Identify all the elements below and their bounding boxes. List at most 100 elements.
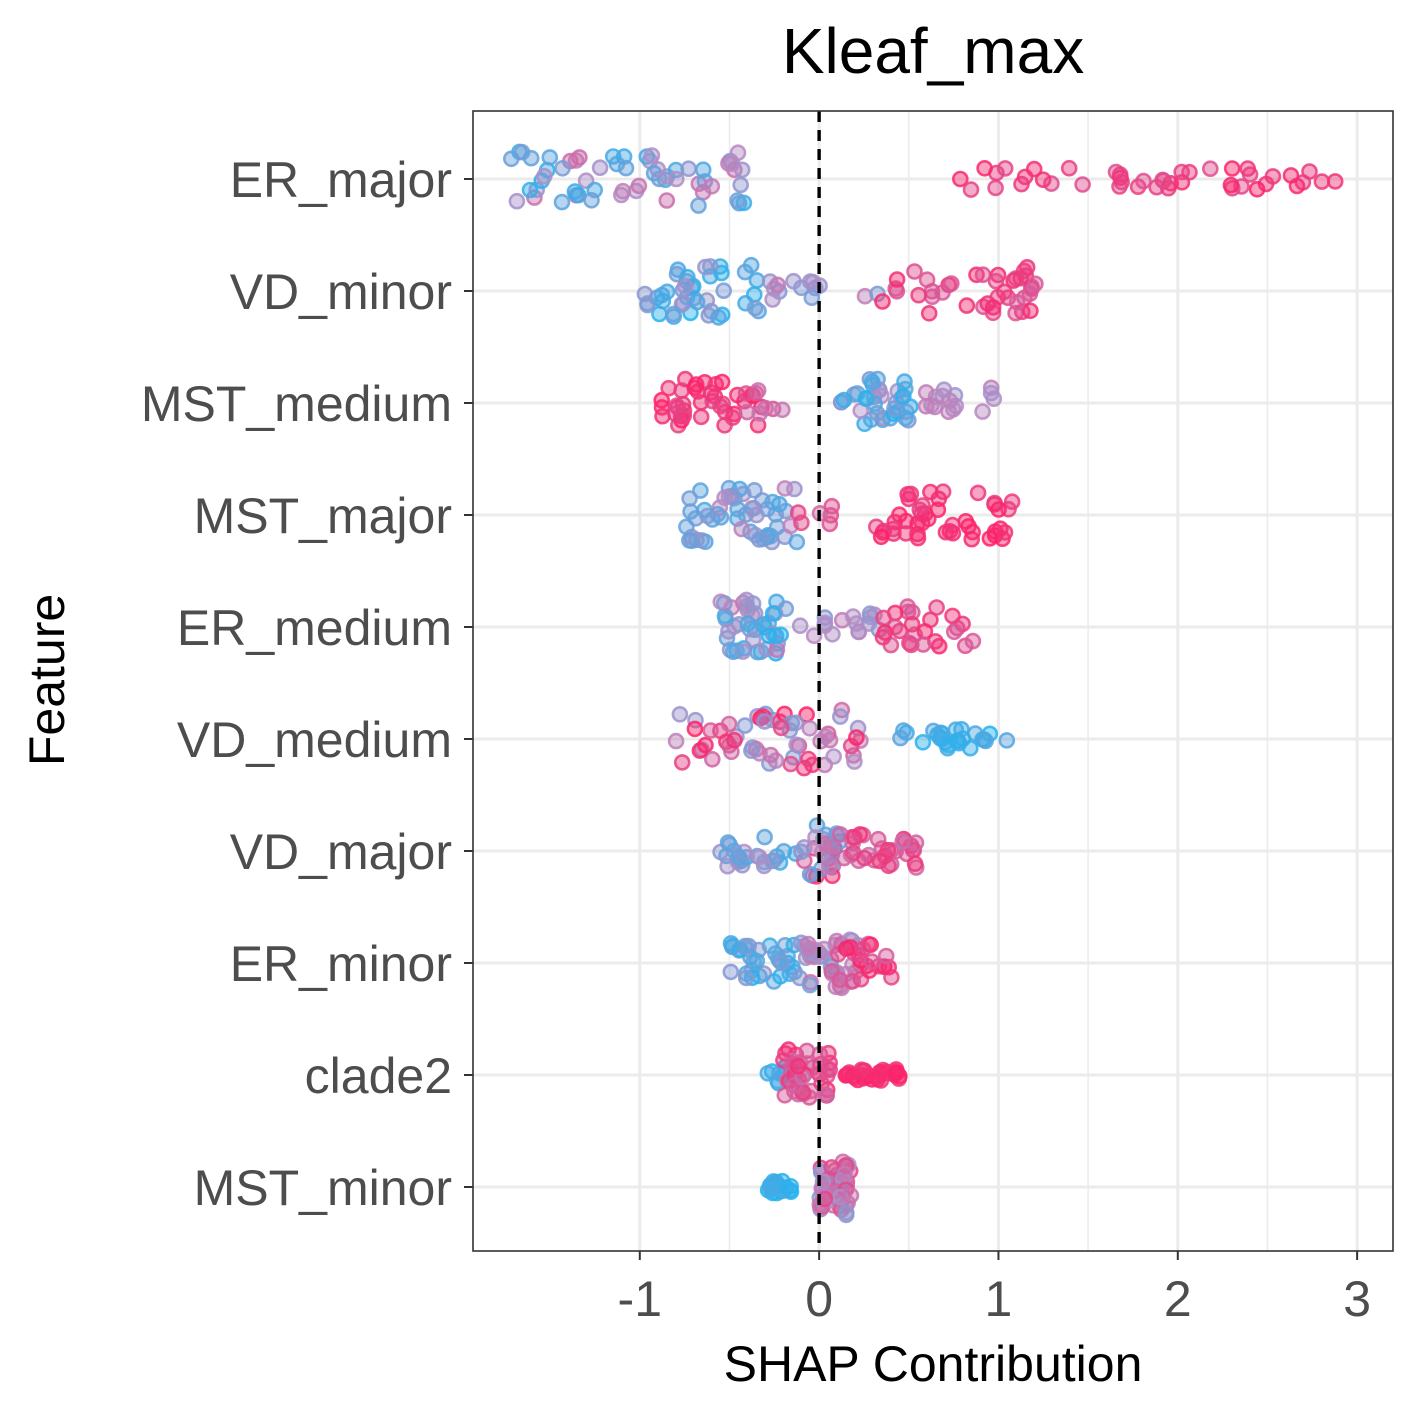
data-point [703, 178, 721, 195]
data-point [951, 170, 969, 188]
data-point [667, 170, 685, 188]
data-point [863, 373, 881, 391]
data-point [906, 855, 924, 873]
data-point [716, 489, 733, 507]
data-point [846, 753, 863, 770]
y-tick-label-feature: ER_major [230, 152, 452, 208]
data-point [823, 1159, 841, 1176]
data-point [636, 285, 654, 303]
data-point [831, 971, 849, 989]
data-point [838, 940, 855, 957]
data-point [1154, 171, 1171, 189]
data-point [762, 746, 780, 764]
data-point [798, 1042, 816, 1060]
data-point [848, 729, 865, 746]
data-point [996, 524, 1014, 541]
data-point [760, 627, 778, 645]
data-point [688, 293, 706, 311]
data-point [710, 309, 727, 326]
data-point [748, 506, 765, 524]
data-point [977, 732, 994, 750]
data-point [521, 181, 539, 199]
data-point [996, 160, 1014, 177]
data-point [987, 272, 1005, 290]
data-point [918, 271, 936, 289]
data-point [907, 834, 925, 852]
y-tick-label-feature: clade2 [305, 1048, 452, 1104]
data-point [880, 857, 897, 875]
data-point [937, 523, 955, 541]
data-point [746, 481, 763, 499]
data-point [667, 732, 685, 750]
data-point [984, 299, 1002, 316]
data-point [566, 183, 584, 200]
data-point [680, 160, 697, 177]
data-point [690, 197, 707, 214]
data-point [782, 755, 800, 773]
data-point [712, 397, 729, 415]
x-axis-title: SHAP Contribution [724, 1336, 1143, 1392]
data-point [653, 391, 671, 409]
data-point [874, 628, 892, 646]
data-point [863, 953, 881, 970]
data-point [958, 297, 976, 314]
data-point [1223, 160, 1241, 177]
data-point [723, 938, 741, 956]
data-point [665, 305, 682, 323]
data-point [541, 149, 559, 166]
data-point [1111, 166, 1129, 183]
data-point [660, 379, 678, 397]
data-point [692, 482, 709, 499]
data-point [916, 623, 934, 640]
y-axis-title: Feature [19, 594, 75, 766]
data-point [835, 391, 853, 409]
data-point [1025, 160, 1043, 178]
data-point [969, 484, 987, 502]
data-point [751, 405, 769, 422]
data-point [962, 181, 980, 198]
x-tick-label: 2 [1164, 1271, 1192, 1327]
data-point [1034, 171, 1052, 188]
data-point [1008, 293, 1026, 311]
data-point [945, 623, 963, 641]
data-point [788, 736, 805, 754]
data-point [702, 722, 719, 739]
y-tick-label-feature: VD_medium [177, 712, 452, 768]
data-point [909, 529, 927, 547]
data-point [888, 1064, 906, 1081]
data-point [899, 485, 916, 503]
data-point [964, 632, 982, 650]
data-point [748, 952, 766, 970]
data-point [976, 160, 993, 177]
data-point [508, 192, 526, 210]
data-point [1111, 178, 1128, 195]
data-point [789, 1057, 807, 1075]
data-point [553, 193, 571, 211]
data-point [801, 940, 818, 957]
data-point [729, 192, 746, 209]
data-point [654, 292, 672, 310]
data-point [825, 748, 843, 765]
x-tick-label: -1 [618, 1271, 662, 1327]
data-point [712, 593, 730, 611]
data-point [857, 390, 875, 407]
data-point [995, 283, 1013, 301]
y-tick-label-feature: MST_medium [141, 376, 452, 432]
data-point [772, 719, 790, 737]
data-point [678, 518, 695, 536]
data-point [1181, 163, 1198, 181]
data-point [896, 373, 913, 390]
data-point [793, 843, 810, 861]
data-point [886, 400, 903, 417]
data-point [886, 513, 904, 531]
data-point [789, 504, 807, 521]
data-point [571, 149, 588, 166]
data-point [732, 176, 750, 194]
data-point [902, 636, 920, 654]
data-point [785, 272, 802, 290]
x-tick-label: 0 [805, 1271, 833, 1327]
data-point [614, 182, 632, 200]
data-point [773, 401, 791, 419]
data-point [709, 505, 727, 523]
data-point [1043, 175, 1060, 192]
